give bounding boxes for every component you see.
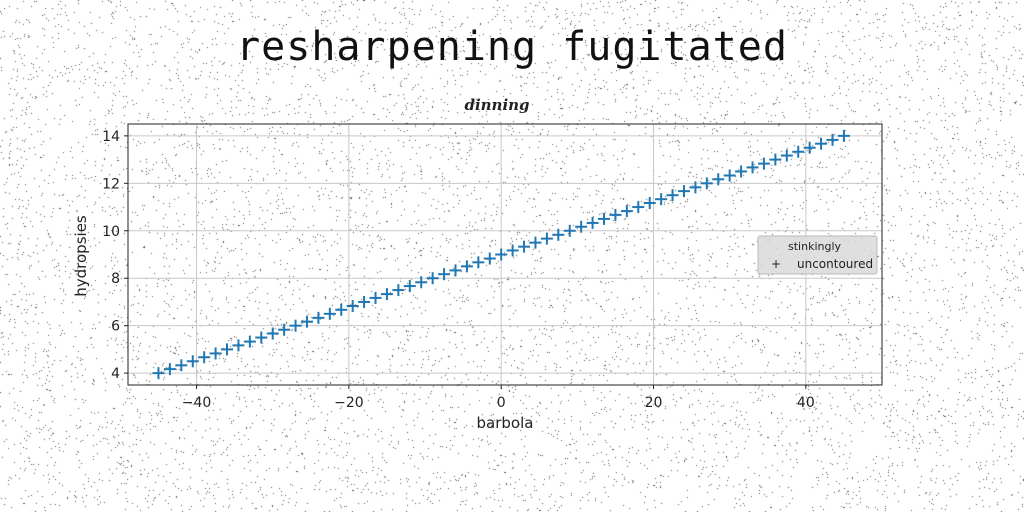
x-tick-label: −40 [182,395,212,411]
data-point [255,331,268,344]
data-point [620,205,633,218]
data-point [300,315,313,328]
data-point [380,288,393,301]
data-point [312,311,325,324]
data-point [746,161,759,174]
data-point [677,185,690,198]
data-point [723,169,736,182]
data-point [483,252,496,265]
data-point [460,260,473,273]
data-point [369,291,382,304]
y-tick-label: 14 [102,129,120,145]
data-point [403,280,416,293]
x-tick-label: 20 [645,395,663,411]
data-point [358,295,371,308]
data-point [438,268,451,281]
data-point [575,220,588,233]
data-point [278,323,291,336]
legend-marker-plus: + [771,257,781,271]
data-point [495,248,508,261]
data-point [506,244,519,257]
data-point [666,189,679,202]
data-point [289,319,302,332]
data-point [552,228,565,241]
data-point [175,359,188,372]
scatter-series-uncontoured [152,129,850,380]
data-point [198,351,211,364]
data-point [266,327,279,340]
page-title: resharpening fugitated [236,24,788,70]
data-point [346,299,359,312]
data-point [426,272,439,285]
data-point [323,307,336,320]
legend-label-stinkingly: stinkingly [788,240,842,253]
data-point [540,232,553,245]
grid [128,124,882,385]
x-axis-label: barbola [477,414,534,432]
data-point [243,335,256,348]
x-axis-ticks: −40 −20 0 20 40 [182,385,815,411]
data-point [335,303,348,316]
y-tick-label: 10 [102,224,120,240]
data-point [449,264,462,277]
chart-title: dinning [464,96,529,114]
data-point [163,363,176,376]
data-point [518,240,531,253]
plot-frame [127,123,883,386]
data-point [655,193,668,206]
y-axis-label: hydropsies [72,215,90,297]
legend: stinkingly + uncontoured [757,235,878,275]
data-point [792,145,805,158]
x-tick-label: −20 [334,395,364,411]
data-point [780,149,793,162]
x-tick-label: 40 [797,395,815,411]
data-point [598,212,611,225]
data-point [803,141,816,154]
data-point [815,137,828,150]
data-point [586,216,599,229]
data-point [700,177,713,190]
data-point [529,236,542,249]
y-axis-ticks: 4 6 8 10 12 14 [102,129,128,382]
data-point [826,133,839,146]
data-point [712,173,725,186]
data-point [689,181,702,194]
y-tick-label: 4 [111,366,120,382]
data-point [837,129,850,142]
y-tick-label: 8 [111,271,120,287]
data-point [735,165,748,178]
legend-label-uncontoured: uncontoured [797,257,873,271]
data-point [632,201,645,214]
legend-box [757,235,878,275]
data-point [472,256,485,269]
data-point [186,355,199,368]
data-point [609,208,622,221]
data-point [769,153,782,166]
data-point [232,339,245,352]
data-point [209,347,222,360]
data-point [563,224,576,237]
data-point [392,284,405,297]
data-point [221,343,234,356]
data-point [643,197,656,210]
data-point [152,367,165,380]
y-tick-label: 12 [102,176,120,192]
data-point [415,276,428,289]
data-point [757,157,770,170]
x-tick-label: 0 [497,395,506,411]
y-tick-label: 6 [111,319,120,335]
